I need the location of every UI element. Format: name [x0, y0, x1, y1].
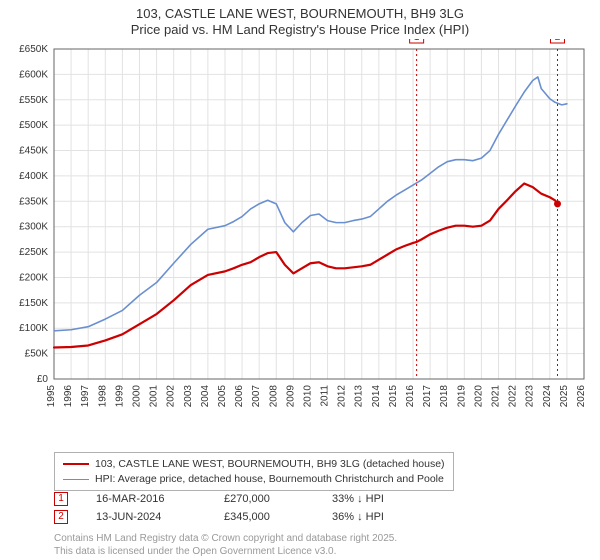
legend-row: 103, CASTLE LANE WEST, BOURNEMOUTH, BH9 …: [63, 457, 445, 472]
marker-table-price: £345,000: [224, 511, 304, 523]
marker-table-pct: 36% ↓ HPI: [332, 511, 442, 523]
y-tick-label: £300K: [19, 221, 48, 232]
legend-label: HPI: Average price, detached house, Bour…: [95, 472, 444, 487]
title-block: 103, CASTLE LANE WEST, BOURNEMOUTH, BH9 …: [0, 0, 600, 39]
chart-container: 103, CASTLE LANE WEST, BOURNEMOUTH, BH9 …: [0, 0, 600, 560]
y-tick-label: £500K: [19, 120, 48, 131]
legend-box: 103, CASTLE LANE WEST, BOURNEMOUTH, BH9 …: [54, 452, 454, 491]
footer-line1: Contains HM Land Registry data © Crown c…: [54, 532, 397, 545]
legend-swatch: [63, 479, 89, 480]
x-tick-label: 2020: [473, 384, 484, 407]
sale-marker-number: 2: [555, 39, 561, 43]
x-tick-label: 2018: [439, 384, 450, 407]
legend-row: HPI: Average price, detached house, Bour…: [63, 472, 445, 487]
marker-table-badge: 2: [54, 510, 68, 524]
y-tick-label: £650K: [19, 44, 48, 55]
chart-svg: £0 £50K £100K £150K £200K £250K £300K £350K £400…: [0, 39, 600, 409]
x-tick-label: 2015: [388, 384, 399, 407]
x-tick-label: 2010: [302, 384, 313, 407]
x-tick-label: 2025: [559, 384, 570, 407]
x-tick-label: 2000: [131, 384, 142, 407]
x-tick-label: 2023: [525, 384, 536, 407]
title-line2: Price paid vs. HM Land Registry's House …: [0, 22, 600, 38]
x-tick-label: 1996: [63, 384, 74, 407]
x-tick-label: 2026: [576, 384, 587, 407]
x-tick-label: 1995: [46, 384, 57, 407]
x-tick-label: 2016: [405, 384, 416, 407]
sale-marker-number: 1: [414, 39, 420, 43]
x-tick-label: 2006: [234, 384, 245, 407]
marker-table-row: 1 16-MAR-2016 £270,000 33% ↓ HPI: [54, 492, 442, 506]
x-tick-label: 1998: [97, 384, 108, 407]
x-tick-label: 2009: [285, 384, 296, 407]
x-tick-label: 2007: [251, 384, 262, 407]
marker-table-badge: 1: [54, 492, 68, 506]
x-tick-label: 2021: [491, 384, 502, 407]
x-tick-label: 2001: [149, 384, 160, 407]
y-tick-label: £200K: [19, 272, 48, 283]
x-tick-label: 2024: [542, 384, 553, 407]
x-tick-label: 2017: [422, 384, 433, 407]
marker-table-date: 13-JUN-2024: [96, 511, 196, 523]
x-tick-label: 2005: [217, 384, 228, 407]
x-tick-label: 2013: [354, 384, 365, 407]
y-tick-label: £50K: [25, 348, 49, 359]
x-tick-label: 2014: [371, 384, 382, 407]
y-tick-label: £100K: [19, 323, 48, 334]
x-tick-label: 2002: [166, 384, 177, 407]
y-tick-label: £0: [37, 374, 49, 385]
series-end-marker: [554, 200, 561, 207]
marker-table-price: £270,000: [224, 493, 304, 505]
x-tick-label: 2003: [183, 384, 194, 407]
y-tick-label: £150K: [19, 297, 48, 308]
y-tick-label: £350K: [19, 196, 48, 207]
legend-swatch: [63, 463, 89, 465]
footer-line2: This data is licensed under the Open Gov…: [54, 545, 397, 558]
y-tick-label: £250K: [19, 247, 48, 258]
y-tick-label: £450K: [19, 145, 48, 156]
y-tick-label: £400K: [19, 170, 48, 181]
y-tick-label: £550K: [19, 94, 48, 105]
legend-label: 103, CASTLE LANE WEST, BOURNEMOUTH, BH9 …: [95, 457, 445, 472]
x-tick-label: 2019: [456, 384, 467, 407]
footer-text: Contains HM Land Registry data © Crown c…: [54, 532, 397, 558]
x-tick-label: 2011: [320, 384, 331, 406]
title-line1: 103, CASTLE LANE WEST, BOURNEMOUTH, BH9 …: [0, 6, 600, 22]
x-tick-label: 1999: [114, 384, 125, 407]
x-tick-label: 2008: [268, 384, 279, 407]
marker-table-date: 16-MAR-2016: [96, 493, 196, 505]
x-tick-label: 1997: [80, 384, 91, 407]
y-tick-label: £600K: [19, 69, 48, 80]
x-tick-label: 2022: [508, 384, 519, 407]
markers-table: 1 16-MAR-2016 £270,000 33% ↓ HPI 2 13-JUN-202…: [54, 492, 442, 528]
marker-table-pct: 33% ↓ HPI: [332, 493, 442, 505]
marker-table-row: 2 13-JUN-2024 £345,000 36% ↓ HPI: [54, 510, 442, 524]
chart-wrap: £0 £50K £100K £150K £200K £250K £300K £350K £400…: [0, 39, 600, 409]
x-tick-label: 2012: [337, 384, 348, 407]
x-tick-label: 2004: [200, 384, 211, 407]
